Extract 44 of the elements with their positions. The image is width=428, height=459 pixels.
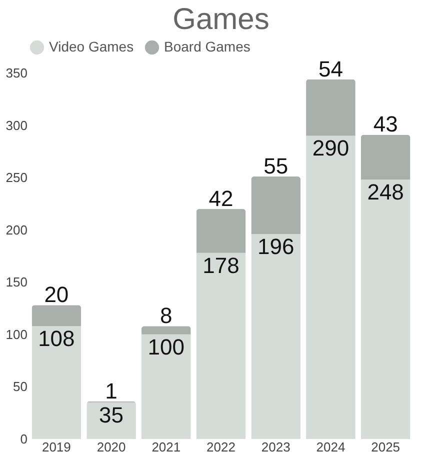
y-tick-label: 50 xyxy=(13,379,28,394)
data-label: 20 xyxy=(44,282,69,308)
bar xyxy=(32,305,82,326)
y-tick-label: 150 xyxy=(6,274,28,290)
bar xyxy=(196,252,246,439)
bar xyxy=(251,176,301,234)
bar xyxy=(306,136,356,439)
x-tick-label: 2024 xyxy=(316,440,346,454)
x-tick-label: 2022 xyxy=(206,440,236,454)
y-tick-label: 250 xyxy=(6,170,28,186)
y-tick-label: 300 xyxy=(6,118,28,133)
x-tick-label: 2023 xyxy=(261,440,290,454)
bar xyxy=(141,334,191,439)
data-label: 178 xyxy=(202,252,240,278)
x-tick-label: 2019 xyxy=(42,440,71,454)
data-label: 54 xyxy=(318,56,343,82)
bar xyxy=(360,180,410,439)
legend-label: Video Games xyxy=(49,38,134,54)
data-label: 290 xyxy=(312,136,350,161)
y-tick-label: 0 xyxy=(20,432,28,446)
x-tick-label: 2025 xyxy=(371,440,400,454)
bar xyxy=(196,208,246,253)
data-label: 248 xyxy=(367,180,404,205)
data-label: 100 xyxy=(148,334,184,360)
data-label: 42 xyxy=(208,186,234,211)
y-tick-label: 100 xyxy=(6,326,28,342)
chart-title: Games xyxy=(172,3,270,36)
bar xyxy=(360,134,410,180)
x-tick-label: 2021 xyxy=(152,440,181,454)
bar xyxy=(306,79,356,136)
bar xyxy=(251,234,301,439)
bar xyxy=(32,326,82,439)
data-label: 43 xyxy=(373,112,398,137)
bar xyxy=(141,326,191,334)
data-label: 8 xyxy=(160,303,172,328)
y-tick-label: 350 xyxy=(6,66,28,80)
data-label: 35 xyxy=(99,402,124,428)
y-tick-label: 200 xyxy=(6,222,28,238)
data-label: 108 xyxy=(38,326,75,352)
x-tick-label: 2020 xyxy=(96,440,126,454)
data-label: 196 xyxy=(258,234,294,260)
data-label: 1 xyxy=(105,378,118,404)
data-label: 55 xyxy=(264,154,288,179)
legend-label: Board Games xyxy=(164,38,250,54)
